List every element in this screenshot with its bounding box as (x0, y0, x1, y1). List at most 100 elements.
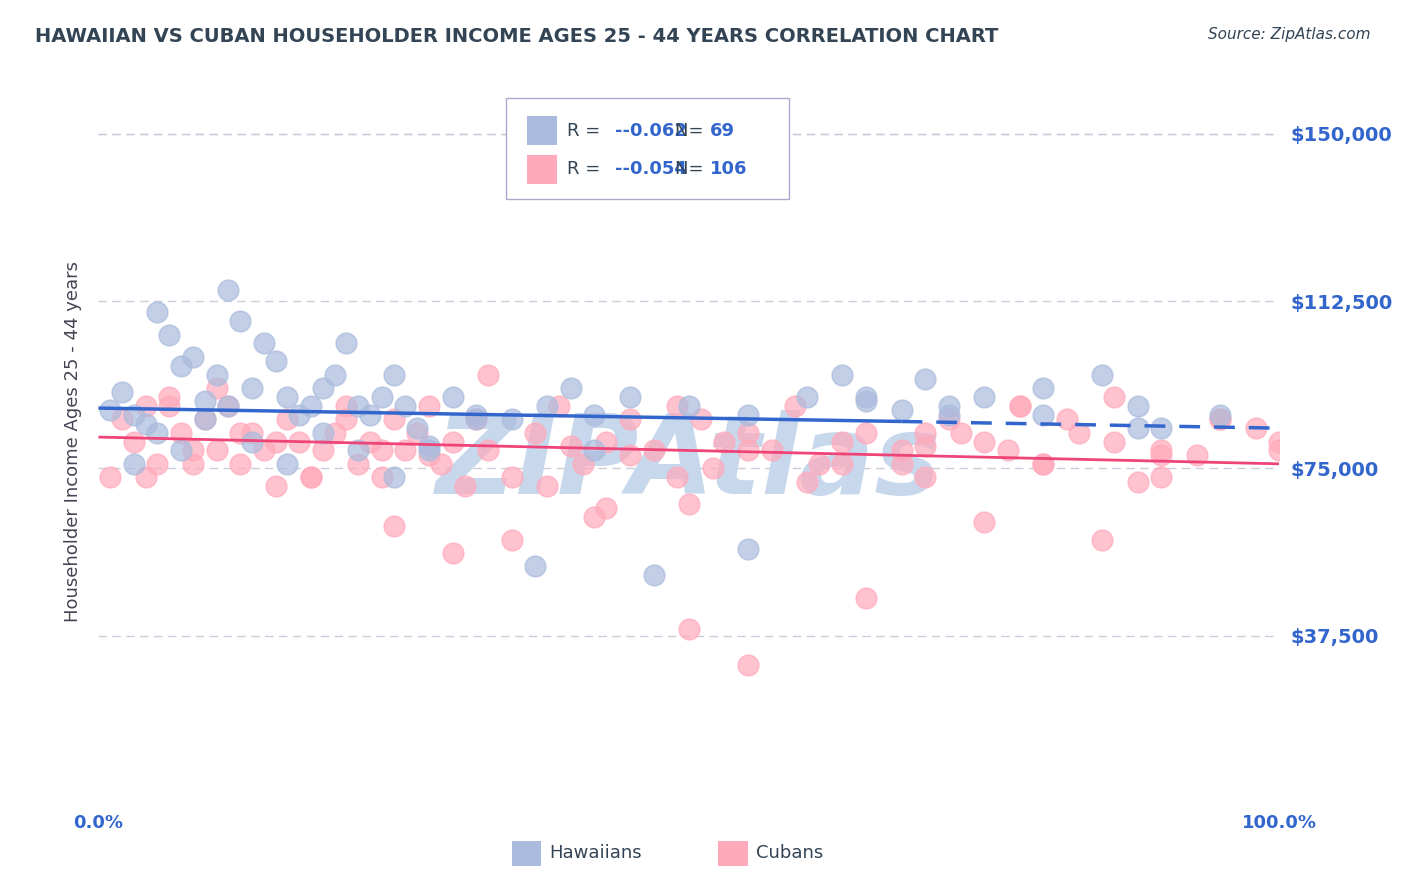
Point (382, 412, 405, 426)
Point (678, 399, 700, 413)
Point (890, 443, 912, 458)
FancyBboxPatch shape (527, 154, 557, 184)
Point (205, 443, 228, 458)
Point (1032, 408, 1054, 422)
Point (394, 443, 416, 458)
Point (371, 470, 394, 484)
Point (619, 412, 641, 426)
Point (560, 439, 582, 453)
Point (831, 368, 853, 382)
Point (418, 448, 440, 462)
Point (1150, 470, 1173, 484)
Point (689, 412, 711, 426)
Point (1150, 421, 1173, 435)
Point (135, 399, 157, 413)
Point (111, 385, 134, 400)
Point (181, 350, 204, 364)
Point (477, 368, 499, 382)
Point (312, 443, 335, 458)
Point (595, 434, 617, 449)
Point (1244, 421, 1267, 435)
Point (170, 443, 193, 458)
Point (1102, 390, 1125, 404)
Point (524, 425, 547, 440)
Text: Cubans: Cubans (756, 845, 824, 863)
Point (240, 381, 263, 395)
Point (288, 408, 311, 422)
Point (761, 443, 783, 458)
Point (264, 354, 287, 368)
Point (643, 568, 665, 582)
Point (359, 408, 381, 422)
Point (299, 470, 322, 484)
Point (973, 515, 995, 529)
Point (240, 434, 263, 449)
Point (240, 425, 263, 440)
Point (973, 434, 995, 449)
Point (702, 461, 724, 475)
Point (1150, 443, 1173, 458)
Point (666, 470, 689, 484)
Point (441, 546, 464, 560)
Point (1102, 434, 1125, 449)
Point (643, 443, 665, 458)
Text: N=: N= (675, 122, 709, 140)
Point (1126, 399, 1149, 413)
Point (323, 368, 346, 382)
Point (560, 381, 582, 395)
Point (465, 412, 488, 426)
Point (157, 327, 180, 342)
Point (890, 403, 912, 417)
Point (146, 425, 169, 440)
Point (157, 399, 180, 413)
Point (111, 412, 134, 426)
Point (205, 381, 228, 395)
Point (418, 443, 440, 458)
Point (299, 470, 322, 484)
FancyBboxPatch shape (527, 117, 557, 145)
Point (276, 390, 298, 404)
Point (1209, 408, 1232, 422)
Point (737, 443, 759, 458)
Point (938, 412, 960, 426)
Point (1032, 457, 1054, 471)
Text: ZIPAtlas: ZIPAtlas (436, 409, 942, 516)
Point (890, 457, 912, 471)
Point (831, 457, 853, 471)
Point (737, 541, 759, 556)
Point (98, 470, 121, 484)
Point (276, 412, 298, 426)
Point (335, 412, 357, 426)
Point (312, 381, 335, 395)
Point (217, 399, 239, 413)
Point (1185, 448, 1208, 462)
Point (796, 390, 818, 404)
Point (122, 457, 145, 471)
Text: 69: 69 (710, 122, 735, 140)
Point (253, 336, 276, 351)
Point (135, 470, 157, 484)
Point (229, 314, 252, 328)
Point (855, 390, 877, 404)
Point (914, 470, 936, 484)
Point (217, 283, 239, 297)
Point (737, 408, 759, 422)
Point (914, 439, 936, 453)
Point (583, 510, 606, 524)
Text: R =: R = (567, 161, 606, 178)
Point (453, 479, 475, 493)
Point (382, 470, 405, 484)
Point (1067, 425, 1090, 440)
Point (217, 399, 239, 413)
Point (548, 399, 571, 413)
Point (382, 368, 405, 382)
Point (1268, 443, 1291, 458)
Point (299, 399, 322, 413)
Point (1268, 434, 1291, 449)
Point (914, 425, 936, 440)
Point (181, 457, 204, 471)
Point (938, 408, 960, 422)
Point (1209, 412, 1232, 426)
Point (855, 591, 877, 605)
Text: 106: 106 (710, 161, 748, 178)
